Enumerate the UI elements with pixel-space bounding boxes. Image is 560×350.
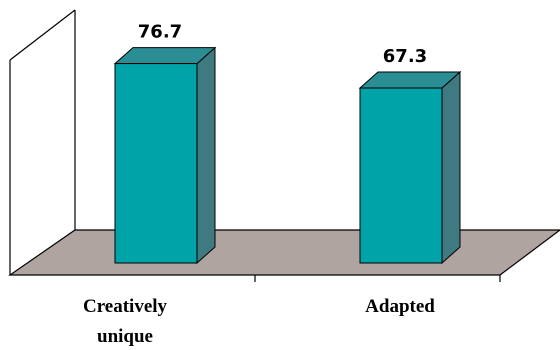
bar xyxy=(113,46,217,265)
bar xyxy=(358,70,462,265)
bar-top-face xyxy=(113,47,217,65)
bar-side-face xyxy=(196,46,216,265)
x-tick-label-line: unique xyxy=(97,326,153,347)
chart-floor xyxy=(8,229,560,276)
bar-side-face xyxy=(441,70,461,265)
x-tick-label-line: Adapted xyxy=(365,296,435,317)
chart-frame xyxy=(8,9,560,282)
data-label: 67.3 xyxy=(383,46,427,67)
bar-front-face xyxy=(359,87,443,264)
x-tick-label: Creatively unique xyxy=(83,296,168,347)
bar-top-face xyxy=(358,71,462,89)
bar-front-face xyxy=(114,63,198,264)
x-tick-label-line: Creatively xyxy=(83,296,168,317)
side-wall-top-edge xyxy=(9,9,76,61)
data-label: 76.7 xyxy=(138,22,182,43)
x-tick-label: Adapted xyxy=(365,296,435,317)
